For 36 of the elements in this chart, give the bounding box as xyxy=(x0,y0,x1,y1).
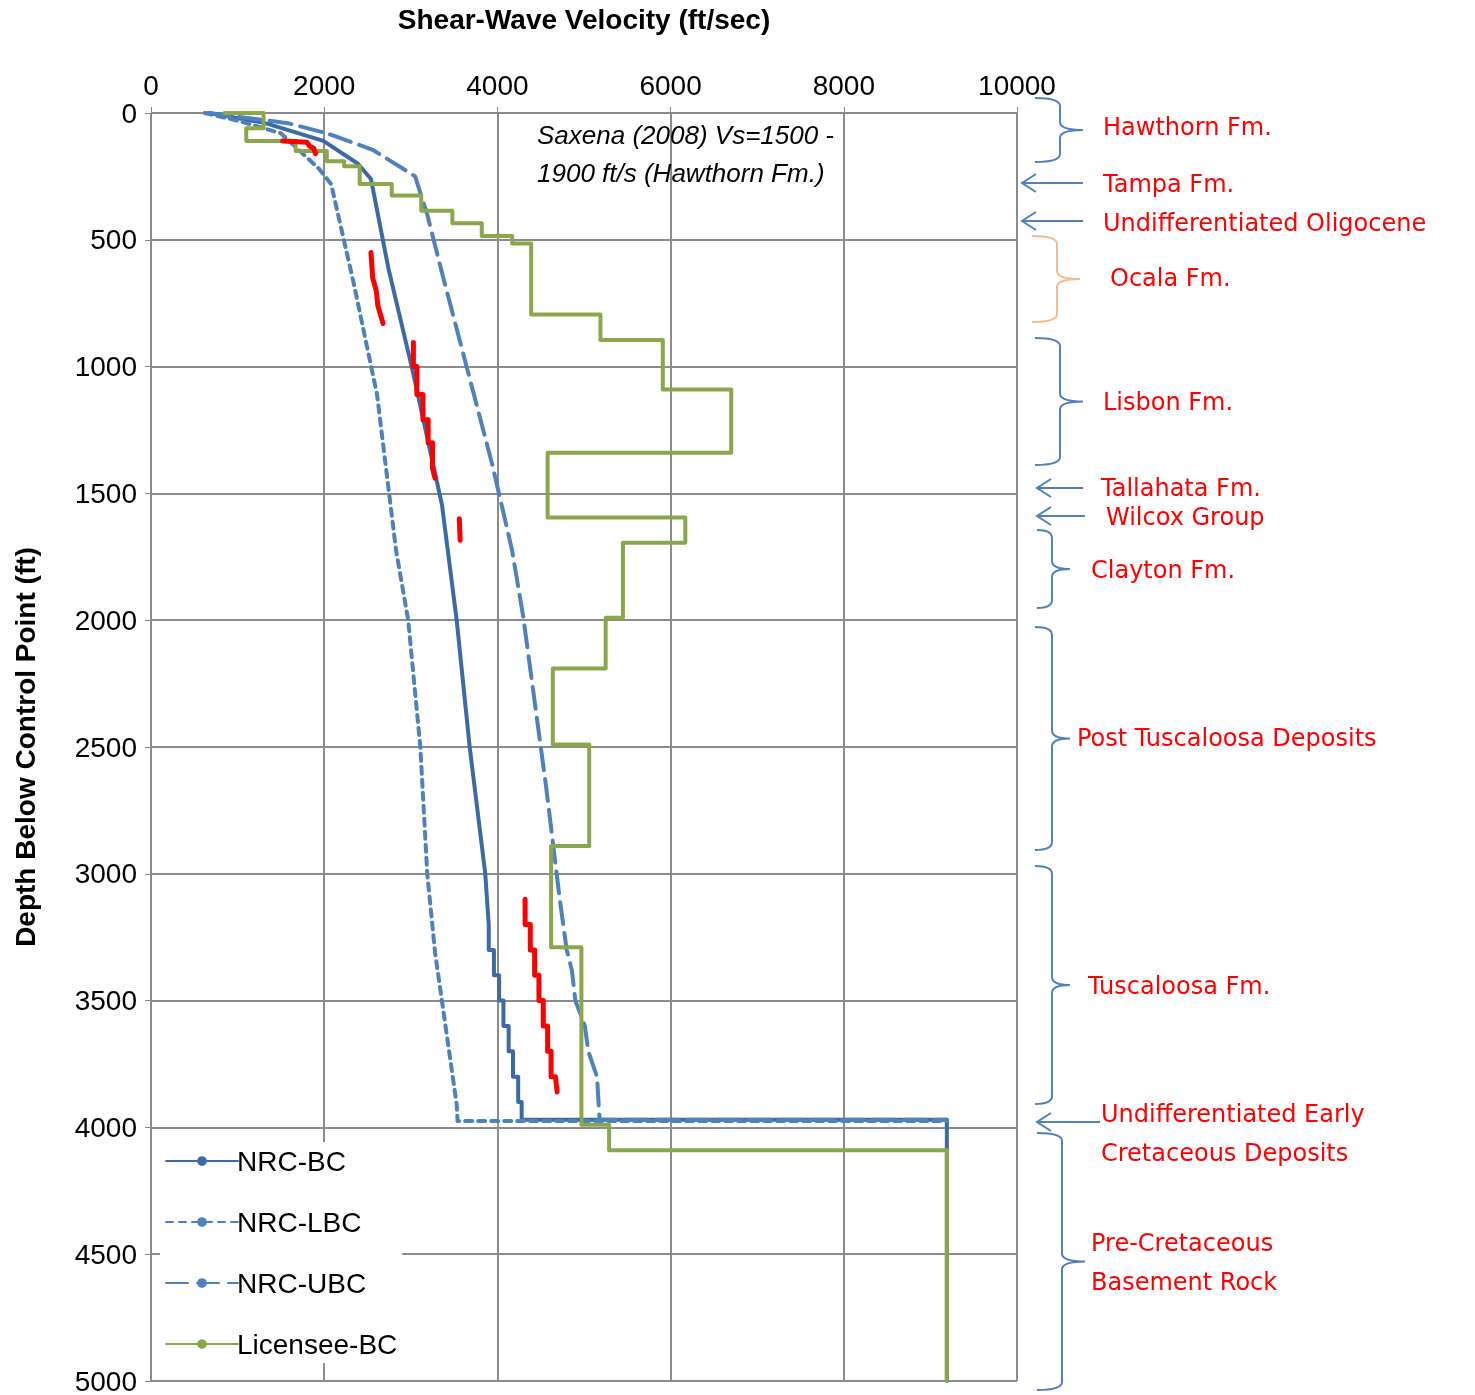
x-tick-label: 0 xyxy=(143,69,159,101)
x-tick-label: 4000 xyxy=(466,69,529,101)
x-tick-label: 6000 xyxy=(639,69,702,101)
legend-label: NRC-BC xyxy=(237,1145,346,1177)
text: Clayton Fm. xyxy=(1091,555,1237,586)
text: Post Tuscaloosa Deposits xyxy=(1077,723,1378,754)
y-axis-title: Depth Below Control Point (ft) xyxy=(9,547,41,947)
text: Tampa Fm. xyxy=(1103,169,1236,200)
y-tick-label: 4500 xyxy=(74,1238,137,1270)
text: Pre-Cretaceous Basement Rock xyxy=(1091,1228,1279,1298)
y-tick-label: 5000 xyxy=(74,1365,137,1395)
text: Tuscaloosa Fm. xyxy=(1088,971,1272,1002)
x-axis-title: Shear-Wave Velocity (ft/sec) xyxy=(397,3,771,35)
text: Undifferentiated Early Cretaceous Deposits xyxy=(1101,1099,1366,1169)
x-tick-label: 2000 xyxy=(293,69,356,101)
y-tick-label: 0 xyxy=(121,97,137,129)
y-tick-label: 500 xyxy=(90,224,137,256)
text: Wilcox Group xyxy=(1106,503,1265,531)
text: Undifferentiated Oligocene xyxy=(1103,208,1428,239)
annotation: Saxena (2008) Vs=1500 - 1900 ft/s (Hawthorn Fm.) xyxy=(537,119,836,190)
y-tick-label: 2000 xyxy=(74,604,137,636)
text: Tallahata Fm. xyxy=(1101,474,1261,502)
legend-label: NRC-LBC xyxy=(237,1206,362,1238)
y-tick-label: 4000 xyxy=(74,1111,137,1143)
text: Lisbon Fm. xyxy=(1103,387,1235,418)
y-tick-label: 2500 xyxy=(74,731,137,763)
y-tick-label: 1500 xyxy=(74,477,137,509)
y-tick-label: 3000 xyxy=(74,858,137,890)
text: Hawthorn Fm. xyxy=(1103,112,1273,143)
legend-label: Licensee-BC xyxy=(237,1328,398,1360)
legend-label: NRC-UBC xyxy=(237,1267,367,1299)
y-tick-label: 3500 xyxy=(74,985,137,1017)
x-tick-label: 8000 xyxy=(812,69,875,101)
y-tick-label: 1000 xyxy=(74,351,137,383)
x-tick-label: 10000 xyxy=(978,69,1056,101)
text: Ocala Fm. xyxy=(1110,263,1232,294)
